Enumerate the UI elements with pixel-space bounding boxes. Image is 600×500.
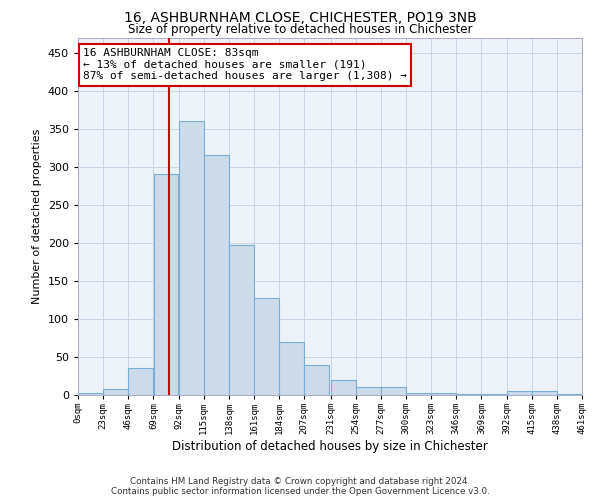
Text: 16 ASHBURNHAM CLOSE: 83sqm
← 13% of detached houses are smaller (191)
87% of sem: 16 ASHBURNHAM CLOSE: 83sqm ← 13% of deta… xyxy=(83,48,407,82)
Bar xyxy=(304,364,329,395)
Bar xyxy=(204,156,229,395)
Bar xyxy=(507,391,532,395)
Bar xyxy=(482,394,506,395)
Bar xyxy=(78,392,103,395)
Bar xyxy=(128,368,153,395)
Text: Size of property relative to detached houses in Chichester: Size of property relative to detached ho… xyxy=(128,22,472,36)
Bar xyxy=(154,174,178,395)
Bar xyxy=(381,388,406,395)
Bar xyxy=(179,121,203,395)
Bar xyxy=(557,394,582,395)
X-axis label: Distribution of detached houses by size in Chichester: Distribution of detached houses by size … xyxy=(172,440,488,453)
Bar xyxy=(229,245,254,395)
Y-axis label: Number of detached properties: Number of detached properties xyxy=(32,128,42,304)
Bar xyxy=(331,380,356,395)
Bar xyxy=(532,391,557,395)
Bar xyxy=(406,392,431,395)
Text: 16, ASHBURNHAM CLOSE, CHICHESTER, PO19 3NB: 16, ASHBURNHAM CLOSE, CHICHESTER, PO19 3… xyxy=(124,11,476,25)
Bar xyxy=(103,389,128,395)
Bar xyxy=(431,394,456,395)
Bar xyxy=(356,386,380,395)
Text: Contains HM Land Registry data © Crown copyright and database right 2024.
Contai: Contains HM Land Registry data © Crown c… xyxy=(110,476,490,496)
Bar xyxy=(457,394,481,395)
Bar xyxy=(254,298,279,395)
Bar xyxy=(280,342,304,395)
